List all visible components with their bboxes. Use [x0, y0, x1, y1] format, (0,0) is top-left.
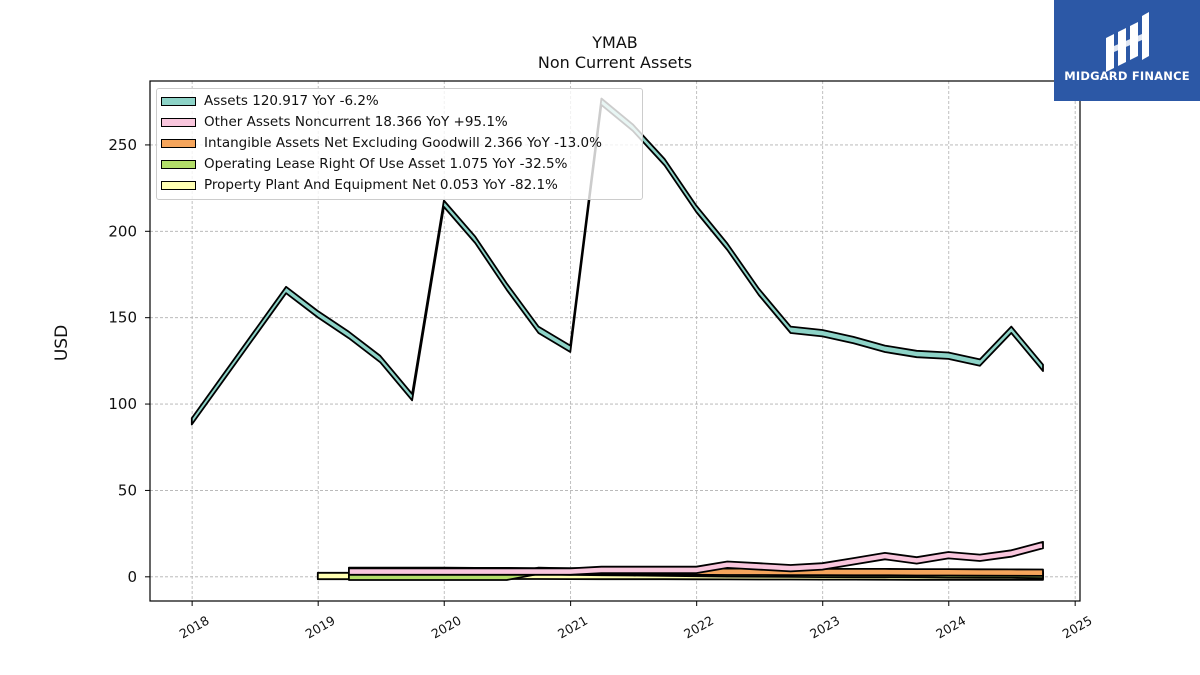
y-axis-label: USD: [52, 324, 72, 362]
chart-title: YMAB: [592, 33, 638, 52]
legend-item-assets: Assets 120.917 YoY -6.2%: [161, 92, 379, 110]
y-tick-label-100: 100: [108, 395, 137, 413]
legend-item-intangible: Intangible Assets Net Excluding Goodwill…: [161, 134, 602, 152]
x-tick-label-2025: 2025: [1060, 613, 1095, 642]
plot-frame: [149, 80, 1081, 602]
series-layer: [190, 97, 1044, 581]
legend-item-ppe: Property Plant And Equipment Net 0.053 Y…: [161, 176, 558, 194]
logo-text: MIDGARD FINANCE: [1064, 69, 1190, 83]
x-tick-label-2024: 2024: [933, 613, 968, 642]
legend-label-other-assets: Other Assets Noncurrent 18.366 YoY +95.1…: [204, 114, 508, 130]
x-tick-label-2020: 2020: [429, 613, 464, 642]
legend-swatch-intangible: [161, 138, 196, 148]
legend-swatch-assets: [161, 96, 196, 106]
x-tick-label-2018: 2018: [177, 613, 212, 642]
x-tick-label-2021: 2021: [555, 613, 590, 642]
x-tick-label-2023: 2023: [807, 613, 842, 642]
y-tick-label-0: 0: [127, 568, 137, 586]
legend-label-ppe: Property Plant And Equipment Net 0.053 Y…: [204, 177, 558, 193]
y-tick-label-250: 250: [108, 136, 137, 154]
series-band-0: [190, 97, 1044, 426]
series-band-1: [347, 541, 1044, 576]
legend-item-other-assets: Other Assets Noncurrent 18.366 YoY +95.1…: [161, 113, 508, 131]
legend-item-lease: Operating Lease Right Of Use Asset 1.075…: [161, 155, 567, 173]
legend-swatch-other-assets: [161, 117, 196, 127]
x-tick-label-2019: 2019: [303, 613, 338, 642]
logo-mark-icon: [1106, 12, 1149, 72]
y-tick-label-150: 150: [108, 309, 137, 327]
chart-subtitle: Non Current Assets: [537, 53, 693, 72]
y-tick-label-50: 50: [118, 481, 137, 499]
legend: Assets 120.917 YoY -6.2% Other Assets No…: [156, 88, 643, 200]
x-tick-label-2022: 2022: [681, 613, 716, 642]
brand-logo: MIDGARD FINANCE: [1054, 0, 1200, 101]
legend-swatch-ppe: [161, 180, 196, 190]
y-tick-label-200: 200: [108, 222, 137, 240]
legend-swatch-lease: [161, 159, 196, 169]
legend-label-lease: Operating Lease Right Of Use Asset 1.075…: [204, 156, 568, 172]
legend-label-assets: Assets 120.917 YoY -6.2%: [204, 93, 379, 109]
legend-label-intangible: Intangible Assets Net Excluding Goodwill…: [204, 135, 602, 151]
